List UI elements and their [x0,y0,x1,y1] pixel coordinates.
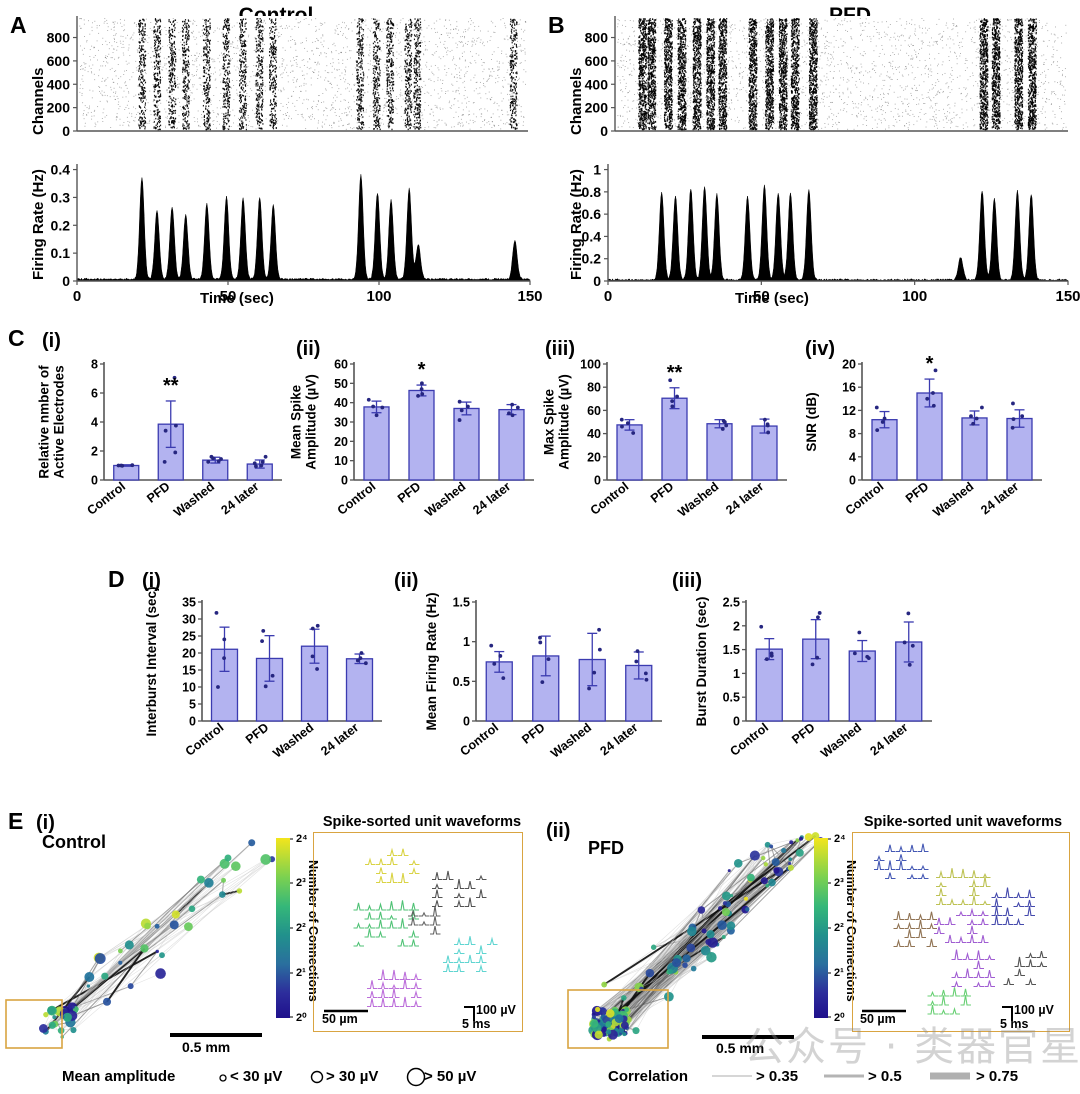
inset-e-ii-xscale [862,1008,912,1014]
panel-d-ii-roman: (ii) [394,570,419,592]
svg-text:600: 600 [47,53,71,69]
colorbar-e-ii-tick-3: 2³ [834,877,844,889]
panel-e-ii-roman: (ii) [546,820,571,842]
colorbar-e-i [276,838,294,1018]
colorbar-e-i-tick-3: 2³ [296,877,306,889]
chart-c-iii: 0 20 40 60 80 100 Control PFD Washed 24 later ** Ma… [542,348,795,538]
inset-e-ii-vscale-label: 100 µV [1014,1003,1054,1017]
inset-e-i-vscale-label: 100 µV [476,1003,516,1017]
inset-e-i-xscale-label: 50 µm [322,1012,358,1026]
panel-d-letter: D [108,566,125,592]
chart-c-i: 0 2 4 6 8 Control PFD Washed 24 later ** Relative … [37,348,290,538]
legend-corr-item-2: > 0.75 [976,1068,1019,1085]
colorbar-e-ii [814,838,832,1018]
scalebar-e-ii-label: 0.5 mm [716,1040,765,1056]
legend-amp-dot-small [218,1070,230,1084]
chart-d-ii: 0 0.5 1 1.5 Control PFD Washed 24 later Mean Fir… [420,588,670,783]
colorbar-e-i-tick-4: 2⁴ [296,833,308,845]
legend-correlation-label: Correlation [608,1068,689,1085]
legend-corr-item-1: > 0.5 [868,1068,902,1085]
network-graph-pfd[interactable] [540,810,830,1050]
chart-d-iii: 0 0.5 1 1.5 2 2.5 Control PFD Washed 24 later Burs… [690,588,940,783]
colorbar-e-i-tick-2: 2² [296,922,306,934]
inset-e-i-xscale [324,1008,374,1014]
panel-c-letter: C [8,325,25,351]
legend-corr-line-medium [824,1068,868,1082]
legend-amp-item-0: < 30 µV [230,1068,283,1085]
inset-e-ii-xscale-label: 50 µm [860,1012,896,1026]
svg-text:0: 0 [62,123,70,139]
colorbar-e-i-tick-0: 2⁰ [296,1012,307,1024]
panel-b-letter: B [548,12,565,38]
svg-text:400: 400 [47,76,71,92]
svg-text:200: 200 [47,100,71,116]
panel-b-firing-rate-plot: 0 0.2 0.4 0.6 0.8 1 0 50 100 150 [578,158,1080,308]
inset-e-i-tscale-label: 5 ms [462,1017,491,1031]
colorbar-e-ii-tick-1: 2¹ [834,967,844,979]
inset-e-i-vscale [462,1005,484,1025]
legend-amp-item-2: > 50 µV [424,1068,477,1085]
panel-b-raster: 0 200 400 600 800 [578,16,1070,139]
panel-b-xlabel: Time (sec) [735,290,809,307]
panel-e-i-roman: (i) [36,812,55,834]
inset-box-e-ii [852,832,1070,1032]
panel-a-letter: A [10,12,27,38]
svg-text:800: 800 [47,30,71,46]
colorbar-e-ii-tick-0: 2⁰ [834,1012,845,1024]
inset-title-e-ii: Spike-sorted unit waveforms [863,814,1063,830]
scalebar-e-ii [702,1032,802,1042]
panel-c-i-roman: (i) [42,330,61,352]
colorbar-e-i-tick-1: 2¹ [296,967,306,979]
panel-c-ii-roman: (ii) [296,338,321,360]
legend-amp-dot-large [406,1065,428,1089]
legend-corr-item-0: > 0.35 [756,1068,799,1085]
panel-a-xlabel: Time (sec) [200,290,274,307]
panel-c-iv-roman: (iv) [805,338,835,360]
legend-corr-line-thin [712,1068,756,1082]
panel-e-i-name: Control [42,832,106,852]
network-graph-control[interactable] [0,810,280,1050]
legend-amp-dot-medium [310,1068,326,1086]
chart-c-ii: 0 10 20 30 40 50 60 Control PFD Washed 24 later * Me… [289,348,542,538]
chart-c-iv: 0 4 8 12 16 20 Control PFD Washed 24 later * SNR (d… [800,348,1050,538]
panel-e-ii-name: PFD [588,838,624,858]
panel-d-iii-roman: (iii) [672,570,702,592]
chart-d-i: 0 5 10 15 20 25 30 35 Control PFD Washed 24 later In… [140,586,390,783]
inset-title-e-i: Spike-sorted unit waveforms [322,814,522,830]
panel-e-letter: E [8,808,24,834]
colorbar-e-ii-tick-2: 2² [834,922,844,934]
legend-corr-line-thick [930,1068,974,1082]
inset-e-ii-vscale [1000,1005,1022,1025]
panel-d-i-roman: (i) [142,570,161,592]
legend-amp-item-1: > 30 µV [326,1068,379,1085]
scalebar-e-i-label: 0.5 mm [182,1039,231,1055]
watermark: 公众号 · 类器官星球 [744,1024,1080,1070]
legend-mean-amplitude-label: Mean amplitude [62,1068,176,1085]
inset-e-ii-tscale-label: 5 ms [1000,1017,1029,1031]
panel-a-firing-rate-plot: 0 0.1 0.2 0.3 0.4 0 50 100 150 [40,158,543,308]
colorbar-e-ii-tick-4: 2⁴ [834,833,846,845]
panel-c-iii-roman: (iii) [545,338,575,360]
inset-box-e-i [313,832,523,1032]
scalebar-e-i [170,1030,270,1040]
panel-a-raster: 0 200 400 600 800 [40,16,530,139]
